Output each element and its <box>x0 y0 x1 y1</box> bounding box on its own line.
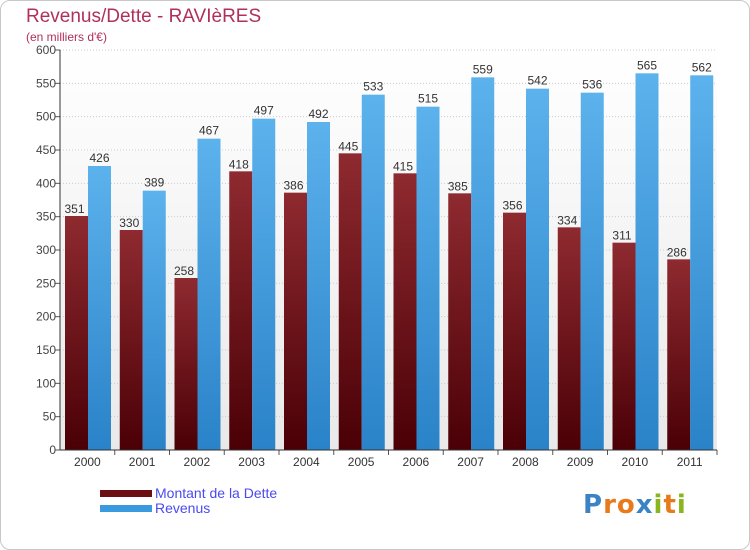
bar-dette <box>393 173 417 451</box>
data-label-revenus: 559 <box>473 62 493 76</box>
bar-dette <box>174 278 198 450</box>
x-tick-label: 2005 <box>348 455 375 469</box>
bar-dette <box>338 153 362 451</box>
data-label-dette: 386 <box>283 179 303 193</box>
data-label-revenus: 533 <box>363 80 383 94</box>
y-tick-label: 350 <box>36 210 56 224</box>
data-label-dette: 330 <box>119 216 139 230</box>
data-label-revenus: 565 <box>637 58 657 72</box>
bar-revenus <box>197 138 221 450</box>
data-label-revenus: 467 <box>199 124 219 138</box>
legend-swatch-dette <box>100 490 152 497</box>
x-tick-label: 2000 <box>74 455 101 469</box>
y-tick-label: 550 <box>36 76 56 90</box>
legend-swatch-revenus <box>100 505 152 512</box>
x-tick-label: 2011 <box>677 455 703 469</box>
data-label-dette: 445 <box>338 139 358 153</box>
y-tick-label: 300 <box>36 243 56 257</box>
bar-revenus <box>307 122 330 450</box>
x-tick-label: 2004 <box>293 455 320 469</box>
x-tick-label: 2001 <box>129 455 156 469</box>
data-label-dette: 334 <box>557 213 577 227</box>
bar-revenus <box>142 190 166 450</box>
data-label-revenus: 515 <box>418 92 438 106</box>
bar-dette <box>65 216 88 450</box>
x-tick-label: 2003 <box>238 455 265 469</box>
y-tick-label: 0 <box>49 443 56 457</box>
bar-dette <box>119 230 143 450</box>
legend-label-revenus: Revenus <box>155 500 211 516</box>
y-tick-label: 250 <box>36 276 56 290</box>
legend-label-dette: Montant de la Dette <box>155 485 278 501</box>
bar-revenus <box>252 118 276 451</box>
data-label-dette: 351 <box>64 202 84 216</box>
bar-dette <box>448 193 472 451</box>
y-tick-label: 50 <box>43 410 57 424</box>
x-tick-label: 2010 <box>622 455 649 469</box>
data-label-dette: 311 <box>612 229 631 243</box>
bar-revenus <box>690 75 714 450</box>
x-tick-label: 2007 <box>457 455 484 469</box>
y-tick-label: 450 <box>36 143 56 157</box>
bar-dette <box>667 259 691 450</box>
chart-title: Revenus/Dette - RAVIèRES <box>26 6 262 27</box>
x-tick-label: 2009 <box>567 455 594 469</box>
data-label-dette: 418 <box>229 157 249 171</box>
bar-revenus <box>635 73 659 450</box>
data-label-dette: 415 <box>393 159 413 173</box>
y-tick-label: 100 <box>36 376 56 390</box>
data-label-dette: 258 <box>174 264 194 278</box>
y-tick-label: 500 <box>36 110 56 124</box>
x-tick-label: 2008 <box>512 455 539 469</box>
data-label-revenus: 389 <box>144 176 164 190</box>
x-tick-label: 2006 <box>403 455 430 469</box>
data-label-revenus: 562 <box>692 60 712 74</box>
data-label-dette: 286 <box>667 245 687 259</box>
data-label-dette: 356 <box>502 199 522 213</box>
y-tick-label: 600 <box>36 43 56 57</box>
data-label-revenus: 536 <box>582 78 602 92</box>
bar-revenus <box>580 92 604 451</box>
bar-dette <box>612 242 636 450</box>
x-tick-label: 2002 <box>184 455 211 469</box>
bar-revenus <box>361 94 385 451</box>
y-tick-label: 200 <box>36 310 56 324</box>
data-label-revenus: 426 <box>89 151 109 165</box>
data-label-revenus: 542 <box>527 74 547 88</box>
bar-revenus <box>88 166 111 450</box>
bar-dette <box>557 227 581 450</box>
bar-dette <box>284 192 307 450</box>
data-label-revenus: 492 <box>308 107 328 121</box>
data-label-revenus: 497 <box>254 104 274 118</box>
data-label-dette: 385 <box>448 179 468 193</box>
y-tick-label: 150 <box>36 343 56 357</box>
proxiti-logo: Proxiti <box>583 490 687 520</box>
y-tick-label: 400 <box>36 176 56 190</box>
bar-revenus <box>526 88 549 451</box>
bar-revenus <box>416 106 440 451</box>
plot-area <box>60 50 717 450</box>
bar-revenus <box>471 77 495 450</box>
bar-dette <box>503 212 526 450</box>
bar-dette <box>229 171 253 451</box>
chart-subtitle: (en milliers d'€) <box>26 30 107 44</box>
